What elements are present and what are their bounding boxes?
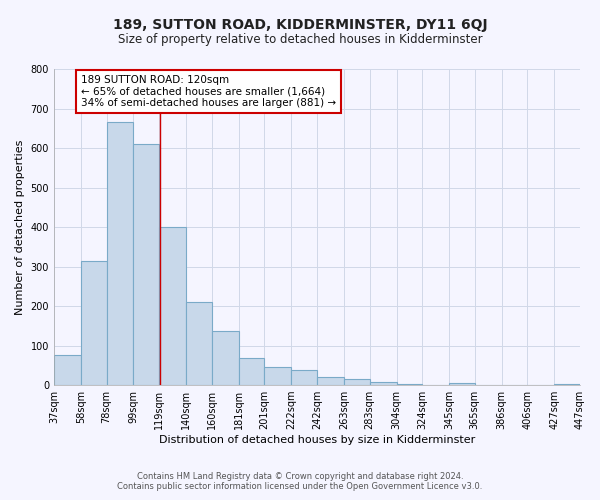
Bar bbox=[133, 144, 159, 385]
Bar bbox=[159, 227, 186, 385]
Bar bbox=[397, 384, 422, 385]
Y-axis label: Number of detached properties: Number of detached properties bbox=[15, 140, 25, 314]
Text: Contains HM Land Registry data © Crown copyright and database right 2024.: Contains HM Land Registry data © Crown c… bbox=[137, 472, 463, 481]
Bar bbox=[449, 383, 475, 385]
Bar bbox=[344, 379, 370, 385]
Text: 189, SUTTON ROAD, KIDDERMINSTER, DY11 6QJ: 189, SUTTON ROAD, KIDDERMINSTER, DY11 6Q… bbox=[113, 18, 487, 32]
Bar bbox=[554, 384, 580, 385]
Bar bbox=[54, 356, 81, 385]
Bar bbox=[291, 370, 317, 385]
Bar bbox=[265, 366, 291, 385]
Bar bbox=[212, 331, 239, 385]
X-axis label: Distribution of detached houses by size in Kidderminster: Distribution of detached houses by size … bbox=[159, 435, 475, 445]
Text: Size of property relative to detached houses in Kidderminster: Size of property relative to detached ho… bbox=[118, 32, 482, 46]
Bar bbox=[107, 122, 133, 385]
Text: Contains public sector information licensed under the Open Government Licence v3: Contains public sector information licen… bbox=[118, 482, 482, 491]
Text: 189 SUTTON ROAD: 120sqm
← 65% of detached houses are smaller (1,664)
34% of semi: 189 SUTTON ROAD: 120sqm ← 65% of detache… bbox=[81, 75, 336, 108]
Bar bbox=[186, 302, 212, 385]
Bar bbox=[317, 377, 344, 385]
Bar bbox=[370, 382, 397, 385]
Bar bbox=[81, 260, 107, 385]
Bar bbox=[239, 358, 265, 385]
